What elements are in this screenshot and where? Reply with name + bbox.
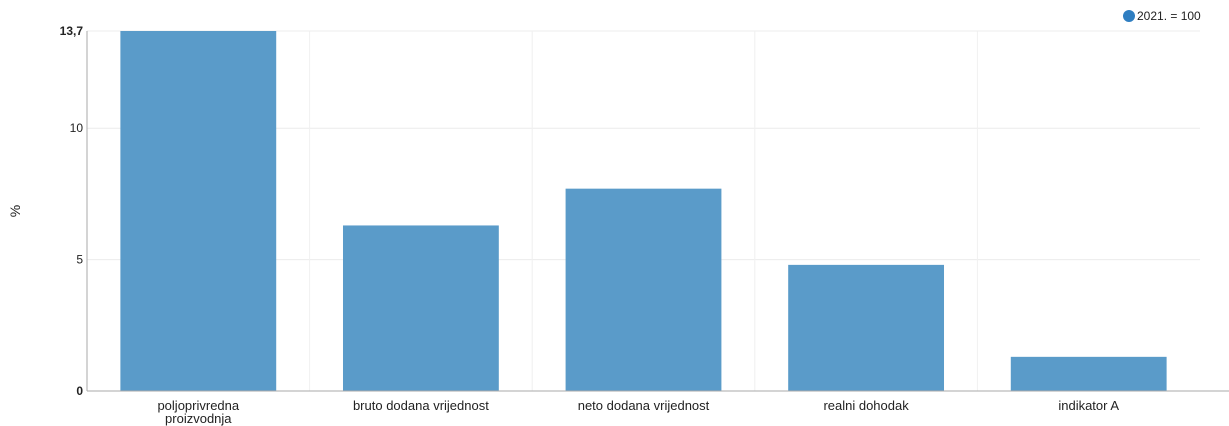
bar[interactable] — [120, 31, 277, 391]
legend-marker — [1123, 10, 1135, 22]
legend-label: 2021. = 100 — [1137, 9, 1201, 23]
y-tick-label: 13,7 — [60, 24, 84, 38]
x-tick-label: bruto dodana vrijednost — [353, 398, 489, 413]
legend[interactable]: 2021. = 100 — [1123, 9, 1201, 23]
x-tick-label: indikator A — [1058, 398, 1119, 413]
y-tick-label: 0 — [76, 384, 83, 398]
x-axis-labels: poljoprivredna proizvodnja bruto dodana vr… — [157, 398, 1119, 426]
bar[interactable] — [788, 264, 945, 391]
y-axis-label: % — [7, 205, 23, 217]
bars — [120, 31, 1167, 391]
axes — [86, 31, 1229, 392]
bar[interactable] — [342, 225, 499, 391]
x-tick-label: realni dohodak — [823, 398, 909, 413]
y-tick-label: 10 — [70, 121, 84, 135]
bar[interactable] — [1010, 356, 1167, 391]
x-tick-label: neto dodana vrijednost — [578, 398, 710, 413]
bar[interactable] — [565, 188, 722, 391]
y-axis-ticks: 0 5 10 13,7 — [60, 24, 84, 398]
x-tick-label: poljoprivredna proizvodnja — [157, 398, 239, 426]
y-tick-label: 5 — [76, 253, 83, 267]
